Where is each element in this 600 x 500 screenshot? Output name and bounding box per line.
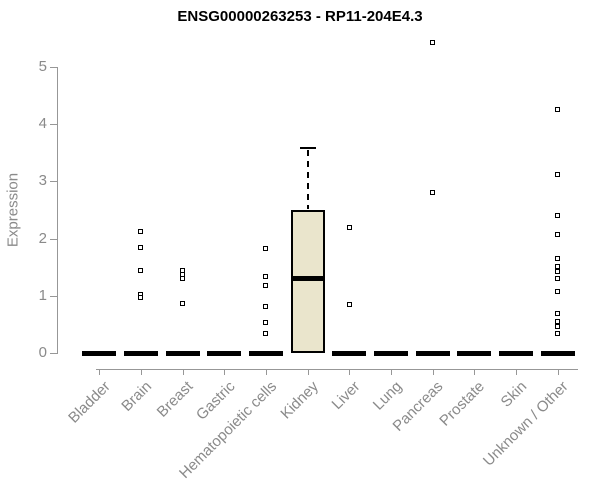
y-tick-label: 3 — [38, 172, 47, 190]
median-line — [290, 276, 325, 282]
outlier-point — [555, 318, 561, 324]
flat-box — [457, 351, 492, 357]
x-tick — [432, 369, 434, 375]
outlier-point — [180, 275, 186, 281]
x-axis-line — [96, 369, 578, 370]
y-tick-label: 4 — [38, 114, 47, 132]
outlier-point — [555, 310, 561, 316]
outlier-point — [555, 171, 561, 177]
outlier-point — [263, 273, 269, 279]
flat-box — [373, 351, 408, 357]
y-tick-label: 5 — [38, 57, 47, 75]
flat-box — [82, 351, 117, 357]
outlier-point — [555, 275, 561, 281]
flat-box — [498, 351, 533, 357]
whisker-line — [306, 149, 309, 209]
flat-box — [248, 351, 283, 357]
y-tick — [50, 123, 57, 125]
flat-box — [165, 351, 200, 357]
y-tick — [50, 295, 57, 297]
x-category-label-text: Kidney — [277, 378, 322, 423]
outlier-point — [346, 224, 352, 230]
flat-box — [332, 351, 367, 357]
outlier-point — [346, 302, 352, 308]
x-tick — [99, 369, 101, 375]
outlier-point — [555, 256, 561, 262]
x-category-label-text: Prostate — [436, 378, 489, 430]
flat-box — [415, 351, 450, 357]
outlier-point — [555, 324, 561, 330]
y-tick — [50, 238, 57, 240]
x-tick — [474, 369, 476, 375]
outlier-point — [263, 246, 269, 252]
y-tick — [50, 181, 57, 183]
outlier-point — [430, 40, 436, 46]
outlier-point — [138, 228, 144, 234]
x-tick — [265, 369, 267, 375]
outlier-point — [180, 300, 186, 306]
y-tick — [50, 353, 57, 355]
box — [290, 209, 325, 354]
y-tick — [50, 66, 57, 68]
x-tick — [182, 369, 184, 375]
x-tick — [224, 369, 226, 375]
whisker-cap — [299, 146, 316, 149]
x-tick — [307, 369, 309, 375]
chart-title: ENSG00000263253 - RP11-204E4.3 — [177, 8, 423, 25]
outlier-point — [430, 189, 436, 195]
outlier-point — [555, 269, 561, 275]
x-tick — [557, 369, 559, 375]
outlier-point — [263, 282, 269, 288]
x-tick — [515, 369, 517, 375]
outlier-point — [263, 319, 269, 325]
x-category-label-text: Breast — [153, 378, 197, 421]
y-tick-label: 0 — [38, 344, 47, 362]
outlier-point — [555, 212, 561, 218]
x-category-label-text: Bladder — [64, 378, 114, 427]
x-category-label-text: Skin — [497, 378, 530, 411]
outlier-point — [555, 264, 561, 270]
outlier-point — [555, 232, 561, 238]
flat-box — [540, 351, 575, 357]
outlier-point — [263, 330, 269, 336]
outlier-point — [555, 107, 561, 113]
x-category-label-text: Lung — [369, 378, 405, 414]
outlier-point — [138, 244, 144, 250]
y-tick-label: 1 — [38, 286, 47, 304]
y-axis-line — [57, 66, 58, 355]
x-category-label-text: Liver — [328, 378, 364, 414]
outlier-point — [263, 304, 269, 310]
y-tick-label: 2 — [38, 229, 47, 247]
x-tick — [390, 369, 392, 375]
outlier-point — [555, 288, 561, 294]
x-tick — [349, 369, 351, 375]
outlier-point — [138, 268, 144, 274]
flat-box — [207, 351, 242, 357]
outlier-point — [138, 295, 144, 301]
x-tick — [140, 369, 142, 375]
x-category-label-text: Brain — [118, 378, 155, 415]
flat-box — [123, 351, 158, 357]
outlier-point — [555, 330, 561, 336]
